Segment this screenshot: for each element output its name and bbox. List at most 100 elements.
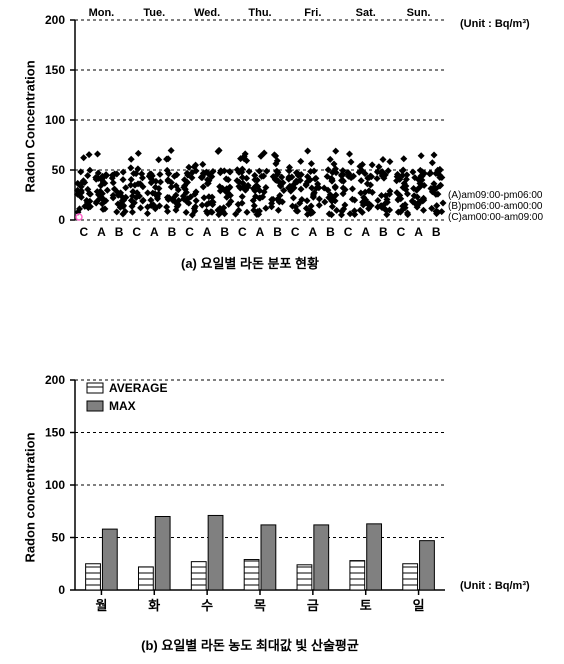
scatter-point	[168, 183, 175, 190]
legend-swatch	[87, 401, 103, 411]
chart-b-svg: 050100150200월화수목금토일AVERAGEMAX	[0, 360, 564, 640]
bar-average	[297, 565, 312, 590]
scatter-point	[135, 150, 142, 157]
scatter-point	[316, 202, 323, 209]
scatter-point	[77, 168, 84, 175]
scatter-point	[298, 186, 305, 193]
scatter-point	[400, 155, 407, 162]
chart-b-unit: (Unit : Bq/m³)	[460, 580, 530, 592]
bar-max	[420, 541, 435, 590]
chart-a-ytick: 200	[45, 13, 65, 27]
chart-b-caption: (b) 요일별 라돈 농도 최대값 빛 산술평균	[0, 635, 500, 654]
legend-label: MAX	[109, 399, 136, 413]
chart-a-day-label: Wed.	[194, 7, 220, 19]
legend-c: (C)am00:00-am09:00	[448, 212, 543, 223]
chart-b-ytick: 150	[45, 426, 65, 440]
scatter-point	[94, 151, 101, 158]
scatter-point	[262, 205, 269, 212]
chart-b-xlabel: 일	[413, 598, 425, 613]
bar-average	[403, 564, 418, 590]
scatter-point	[429, 159, 436, 166]
chart-a-day-label: Sun.	[407, 7, 431, 19]
legend-label: AVERAGE	[109, 381, 167, 395]
chart-a-xgroup: B	[168, 225, 177, 239]
chart-a-xgroup: C	[185, 225, 194, 239]
scatter-point	[431, 152, 438, 159]
scatter-point	[332, 183, 339, 190]
bar-max	[208, 515, 223, 590]
chart-a-xgroup: C	[132, 225, 141, 239]
legend-b: (B)pm06:00-am00:00	[448, 201, 543, 212]
bar-average	[191, 562, 206, 590]
bar-average	[86, 564, 101, 590]
legend-a: (A)am09:00-pm06:00	[448, 190, 543, 201]
scatter-point	[144, 189, 151, 196]
scatter-point	[80, 154, 87, 161]
scatter-point	[308, 160, 315, 167]
chart-a-xgroup: B	[326, 225, 335, 239]
scatter-point	[239, 193, 246, 200]
scatter-point	[227, 168, 234, 175]
scatter-point	[418, 152, 425, 159]
chart-a-ytick: 150	[45, 63, 65, 77]
scatter-point	[199, 161, 206, 168]
chart-a-xgroup: B	[432, 225, 441, 239]
scatter-point	[379, 156, 386, 163]
chart-a-xgroup: A	[361, 225, 370, 239]
scatter-point	[127, 164, 134, 171]
chart-b-ytick: 50	[52, 531, 66, 545]
scatter-point	[304, 147, 311, 154]
bar-average	[350, 561, 365, 590]
outlier-marker	[76, 214, 82, 220]
scatter-point	[347, 158, 354, 165]
legend-swatch	[87, 383, 103, 393]
chart-b-xlabel: 금	[307, 598, 319, 613]
chart-a-xgroup: A	[256, 225, 265, 239]
scatter-point	[183, 209, 190, 216]
chart-a-xgroup: A	[203, 225, 212, 239]
chart-a-xgroup: B	[273, 225, 282, 239]
scatter-point	[297, 158, 304, 165]
bar-average	[244, 560, 259, 590]
chart-a-xgroup: C	[238, 225, 247, 239]
scatter-point	[129, 209, 136, 216]
chart-a-xgroup: C	[79, 225, 88, 239]
chart-a-xgroup: C	[344, 225, 353, 239]
chart-a-xgroup: A	[97, 225, 106, 239]
scatter-point	[386, 158, 393, 165]
scatter-point	[316, 195, 323, 202]
chart-a-ytick: 0	[58, 213, 65, 227]
scatter-point	[128, 156, 135, 163]
scatter-point	[290, 194, 297, 201]
scatter-point	[144, 210, 151, 217]
scatter-point	[155, 156, 162, 163]
chart-a-unit: (Unit : Bq/m³)	[460, 18, 530, 30]
chart-a-legend: (A)am09:00-pm06:00 (B)pm06:00-am00:00 (C…	[448, 190, 543, 223]
chart-a-day-label: Tue.	[143, 7, 165, 19]
scatter-point	[193, 197, 200, 204]
chart-a-day-label: Sat.	[356, 7, 376, 19]
chart-b-xlabel: 화	[148, 598, 160, 613]
scatter-point	[304, 197, 311, 204]
scatter-point	[86, 151, 93, 158]
scatter-point	[246, 168, 253, 175]
scatter-point	[346, 150, 353, 157]
scatter-point	[110, 179, 117, 186]
scatter-point	[420, 207, 427, 214]
chart-b-ytick: 0	[58, 583, 65, 597]
bar-max	[261, 525, 276, 590]
bar-max	[367, 524, 382, 590]
scatter-point	[332, 148, 339, 155]
chart-b-xlabel: 목	[254, 598, 266, 613]
scatter-point	[156, 171, 163, 178]
chart-a-xgroup: B	[115, 225, 124, 239]
chart-a-xgroup: B	[379, 225, 388, 239]
scatter-point	[168, 147, 175, 154]
chart-a-xgroup: A	[150, 225, 159, 239]
chart-a-caption: (a) 요일별 라돈 분포 현황	[0, 253, 500, 272]
chart-a-xgroup: B	[220, 225, 229, 239]
chart-b-container: Radon concentration 050100150200월화수목금토일A…	[0, 360, 564, 660]
bar-max	[102, 529, 117, 590]
scatter-point	[243, 209, 250, 216]
bar-max	[314, 525, 329, 590]
